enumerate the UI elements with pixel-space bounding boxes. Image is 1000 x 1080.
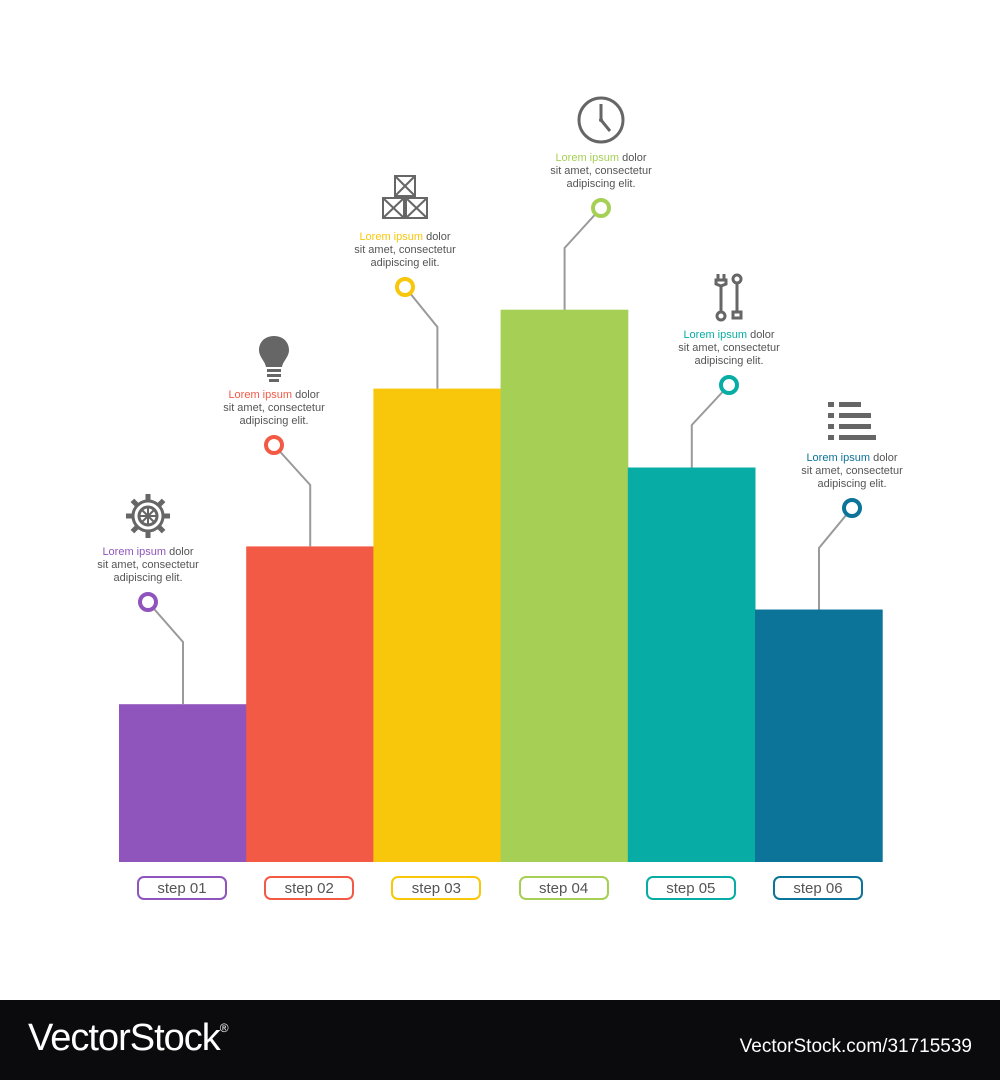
step-label-4: step 04: [518, 876, 609, 900]
marker-circle-3: [395, 277, 415, 297]
callout-highlight: Lorem ipsum: [359, 231, 424, 243]
step-label-3: step 03: [391, 876, 482, 900]
image-id: VectorStock.com/31715539: [739, 1036, 972, 1057]
callout-line1: dolor: [747, 329, 775, 341]
marker-circle-1: [138, 592, 158, 612]
callout-line2: sit amet, consectetur: [223, 402, 325, 414]
callout-highlight: Lorem ipsum: [683, 329, 748, 341]
callout-line3: adipiscing elit.: [239, 415, 309, 427]
connector-line-3: [404, 286, 439, 389]
callout-text-4: Lorem ipsum dolor sit amet, consectetur ad…: [521, 152, 681, 191]
connector-line-1: [147, 601, 184, 705]
callout-line2: sit amet, consectetur: [97, 559, 199, 571]
marker-circle-4: [591, 198, 611, 218]
connector-line-5: [690, 384, 730, 468]
callout-line3: adipiscing elit.: [566, 178, 636, 190]
callout-line3: adipiscing elit.: [694, 355, 764, 367]
callout-highlight: Lorem ipsum: [102, 546, 167, 558]
bar-5: [627, 467, 756, 862]
callout-line2: sit amet, consectetur: [550, 165, 652, 177]
lightbulb-icon: [259, 336, 289, 382]
callout-line1: dolor: [619, 152, 647, 164]
callout-text-1: Lorem ipsum dolor sit amet, consectetur ad…: [68, 546, 228, 585]
callout-highlight: Lorem ipsum: [555, 152, 620, 164]
connector-line-6: [818, 507, 853, 610]
callout-highlight: Lorem ipsum: [228, 389, 293, 401]
callout-highlight: Lorem ipsum: [806, 452, 871, 464]
callout-line1: dolor: [292, 389, 320, 401]
bar-3: [373, 388, 502, 862]
step-label-5: step 05: [645, 876, 736, 900]
connector-line-4: [563, 207, 602, 310]
callout-line1: dolor: [423, 231, 451, 243]
bar-1: [119, 704, 247, 862]
callout-line2: sit amet, consectetur: [678, 342, 780, 354]
watermark-footer: VectorStock® VectorStock.com/31715539: [0, 1000, 1000, 1080]
callout-text-6: Lorem ipsum dolor sit amet, consectetur ad…: [772, 452, 932, 491]
callout-line2: sit amet, consectetur: [801, 465, 903, 477]
callout-text-3: Lorem ipsum dolor sit amet, consectetur ad…: [325, 231, 485, 270]
callout-line1: dolor: [166, 546, 194, 558]
wrench-icon: [714, 273, 743, 322]
callout-text-5: Lorem ipsum dolor sit amet, consectetur ad…: [649, 329, 809, 368]
marker-circle-2: [264, 435, 284, 455]
callout-line1: dolor: [870, 452, 898, 464]
bar-2: [246, 546, 374, 862]
list-icon: [828, 402, 876, 440]
boxes-icon: [382, 175, 428, 219]
marker-circle-5: [719, 375, 739, 395]
connector-line-2: [273, 444, 312, 547]
step-label-2: step 02: [264, 876, 355, 900]
callout-line2: sit amet, consectetur: [354, 244, 456, 256]
callout-line3: adipiscing elit.: [370, 257, 440, 269]
bar-chart: [119, 198, 883, 862]
brand-logo: VectorStock®: [28, 1017, 229, 1059]
bar-6: [755, 609, 883, 862]
callout-line3: adipiscing elit.: [113, 572, 183, 584]
clock-icon: [577, 96, 625, 144]
callout-text-2: Lorem ipsum dolor sit amet, consectetur ad…: [194, 389, 354, 428]
gear-icon: [126, 494, 170, 538]
step-label-6: step 06: [773, 876, 863, 900]
callout-line3: adipiscing elit.: [817, 478, 887, 490]
step-label-1: step 01: [137, 876, 227, 900]
bar-4: [500, 309, 629, 862]
marker-circle-6: [842, 498, 862, 518]
